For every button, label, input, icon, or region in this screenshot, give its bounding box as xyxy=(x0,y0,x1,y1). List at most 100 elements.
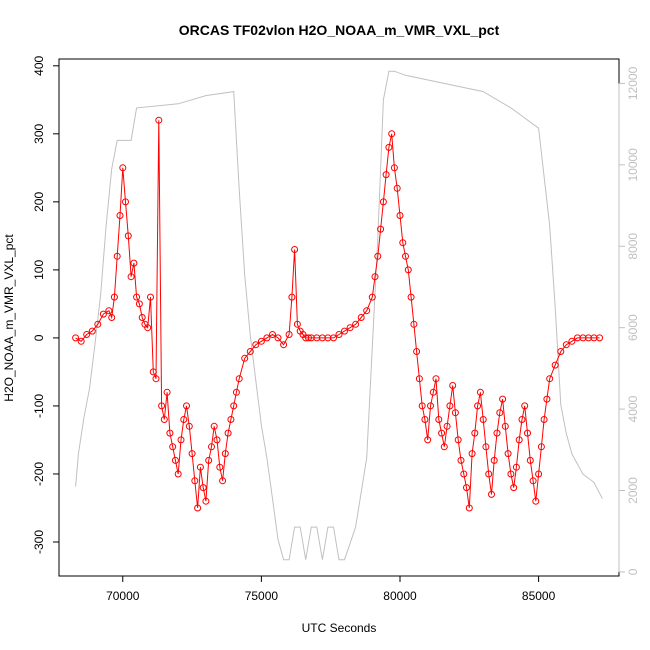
series-1-point xyxy=(180,416,188,423)
series-1-point xyxy=(133,293,141,301)
series-1-point xyxy=(330,334,337,342)
series-1-point xyxy=(230,402,238,410)
series-1-point xyxy=(521,402,529,410)
series-1-point xyxy=(174,470,182,478)
series-1-point xyxy=(532,497,540,505)
series-1-point xyxy=(557,348,565,355)
series-1-point xyxy=(451,409,459,417)
series-1-point xyxy=(427,402,434,410)
series-1-point xyxy=(99,310,107,318)
series-1-point xyxy=(568,337,576,345)
series-1-point xyxy=(144,324,152,332)
series-1-point xyxy=(526,456,534,464)
series-1-point xyxy=(357,314,365,321)
y-axis-label: H2O_NOAA_m_VMR_VXL_pct xyxy=(2,234,16,402)
series-1-point xyxy=(562,341,570,349)
series-1-point xyxy=(138,314,146,321)
series-1-point xyxy=(232,388,240,396)
series-1-point xyxy=(221,450,229,458)
series-1-point xyxy=(110,293,118,301)
series-1-point xyxy=(194,504,202,512)
series-1-point xyxy=(291,246,299,253)
series-1-point xyxy=(183,402,190,410)
series-1-point xyxy=(257,337,265,345)
series-1-point xyxy=(105,307,113,315)
series-1-point xyxy=(460,470,468,478)
series-1-point xyxy=(113,252,121,260)
x-tick-label: 85000 xyxy=(522,589,556,603)
series-1-point xyxy=(535,470,543,478)
series-1-point xyxy=(224,429,232,437)
series-1-point xyxy=(171,456,179,464)
series-1-point xyxy=(288,293,296,301)
series-1-point xyxy=(205,456,213,464)
series-1-point xyxy=(479,416,487,423)
series-1-point xyxy=(374,252,382,260)
series-1-point xyxy=(449,382,457,389)
series-1-point xyxy=(124,232,132,240)
series-1-line xyxy=(75,120,600,509)
series-1-point xyxy=(382,171,390,179)
series-1-point xyxy=(241,354,249,362)
series-1-point xyxy=(246,348,254,355)
series-1-point xyxy=(219,477,227,485)
y2-tick-label: 6000 xyxy=(626,314,640,341)
series-1-point xyxy=(252,341,260,349)
series-1-point xyxy=(335,331,343,338)
series-1-point xyxy=(457,456,465,464)
series-1-point xyxy=(410,320,418,328)
y2-tick-label: 10000 xyxy=(626,148,640,182)
x-tick-label: 70000 xyxy=(106,589,140,603)
series-1-point xyxy=(213,436,221,444)
series-1-point xyxy=(293,320,301,328)
series-1-point xyxy=(147,293,154,301)
series-1-point xyxy=(482,443,490,451)
series-1-point xyxy=(493,429,501,437)
series-1-point xyxy=(263,334,271,342)
y-tick-label: -200 xyxy=(32,462,46,486)
series-1-point xyxy=(94,320,102,328)
y-tick-label: 300 xyxy=(32,123,46,143)
series-1-point xyxy=(188,450,196,458)
series-1-point xyxy=(421,416,429,423)
series-1-point xyxy=(341,327,348,335)
series-1-point xyxy=(377,225,385,233)
series-1-point xyxy=(415,375,423,383)
series-1-point xyxy=(504,450,512,458)
series-1-point xyxy=(499,395,507,403)
series-1-point xyxy=(135,300,143,308)
series-1-point xyxy=(274,334,282,342)
series-1-point xyxy=(496,409,504,417)
series-1-point xyxy=(352,320,360,328)
series-1-point xyxy=(501,422,509,430)
series-1-point xyxy=(72,334,80,342)
series-1-point xyxy=(196,463,204,471)
series-1-point xyxy=(285,331,293,338)
series-1-point xyxy=(280,341,288,349)
series-1-point xyxy=(216,463,224,471)
series-1-point xyxy=(208,443,215,451)
series-1-point xyxy=(476,388,484,396)
series-1-point xyxy=(512,463,520,471)
series-1-point xyxy=(127,273,135,281)
series-1-point xyxy=(540,416,548,423)
series-1-point xyxy=(88,327,96,335)
series-1-point xyxy=(507,470,515,478)
series-1-point xyxy=(485,470,493,478)
x-tick-label: 75000 xyxy=(245,589,279,603)
y-axis: -300 -200 -100 0 100 200 300 400 xyxy=(32,55,60,554)
chart-title: ORCAS TF02vlon H2O_NOAA_m_VMR_VXL_pct xyxy=(179,22,500,38)
series-1-point xyxy=(269,331,276,338)
series-1-point xyxy=(418,402,426,410)
series-1-point xyxy=(385,143,393,151)
y-tick-label: 0 xyxy=(32,334,46,341)
series-1-point xyxy=(390,164,398,172)
series-1-point xyxy=(529,477,537,485)
series-1-point xyxy=(169,443,177,451)
series-1-point xyxy=(393,184,401,192)
series-1-point xyxy=(443,422,451,430)
series-1-point xyxy=(446,402,454,410)
series-1-point xyxy=(160,416,168,423)
y-tick-label: -100 xyxy=(32,394,46,418)
